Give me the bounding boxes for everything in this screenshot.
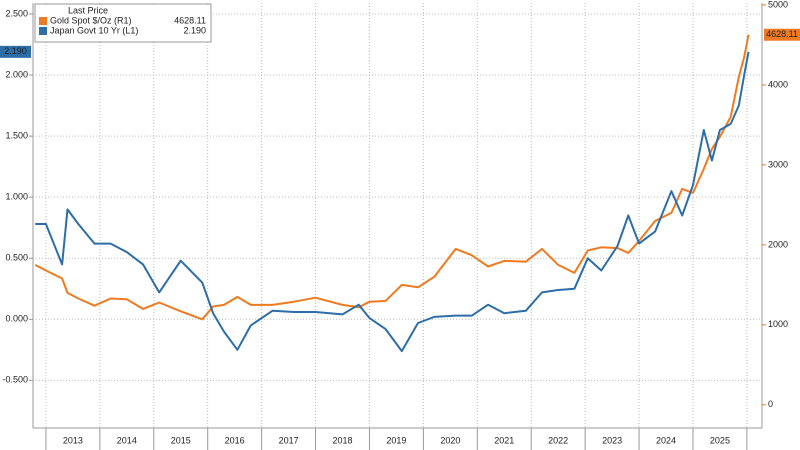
x-tick-label: 2021 (494, 435, 514, 445)
x-tick-label: 2013 (63, 435, 83, 445)
y-tick-label: 0.500 (5, 253, 28, 263)
y2-tick-label: 1000 (768, 319, 788, 329)
legend-value: 4628.11 (174, 15, 206, 25)
legend-label: Gold Spot $/Oz (R1) (50, 15, 132, 25)
y-tick-label: 2.000 (5, 69, 28, 79)
y-tick-label: 0.000 (5, 314, 28, 324)
y2-tick-label: 3000 (768, 159, 788, 169)
legend-value: 2.190 (183, 25, 206, 35)
y2-tick-label: 4000 (768, 79, 788, 89)
legend-box (34, 3, 212, 43)
y-tick-label: -0.500 (2, 375, 28, 385)
legend-swatch (39, 17, 47, 25)
x-tick-label: 2019 (386, 435, 406, 445)
x-tick-label: 2020 (440, 435, 460, 445)
x-tick-label: 2015 (171, 435, 191, 445)
x-tick-label: 2022 (548, 435, 568, 445)
y2-tick-label: 5000 (768, 0, 788, 9)
x-tick-label: 2014 (117, 435, 137, 445)
y-tick-label: 2.500 (5, 8, 28, 18)
last-value-box (764, 28, 800, 41)
y2-tick-label: 2000 (768, 239, 788, 249)
legend-title: Last Price (68, 5, 108, 15)
last-value-label: 4628.11 (766, 29, 798, 39)
y-tick-label: 1.500 (5, 130, 28, 140)
legend-swatch (39, 27, 47, 35)
series-line (35, 51, 750, 353)
last-value-box (0, 45, 31, 58)
x-tick-label: 2017 (279, 435, 299, 445)
series-line (34, 34, 750, 321)
y2-tick-label: 0 (768, 399, 773, 409)
legend-label: Japan Govt 10 Yr (L1) (50, 25, 138, 35)
last-value-label: 2.190 (4, 46, 27, 56)
x-tick-label: 2018 (332, 435, 352, 445)
x-tick-label: 2024 (656, 435, 676, 445)
x-tick-label: 2016 (225, 435, 245, 445)
y-tick-label: 1.000 (5, 192, 28, 202)
x-tick-label: 2025 (710, 435, 730, 445)
x-tick-label: 2023 (602, 435, 622, 445)
